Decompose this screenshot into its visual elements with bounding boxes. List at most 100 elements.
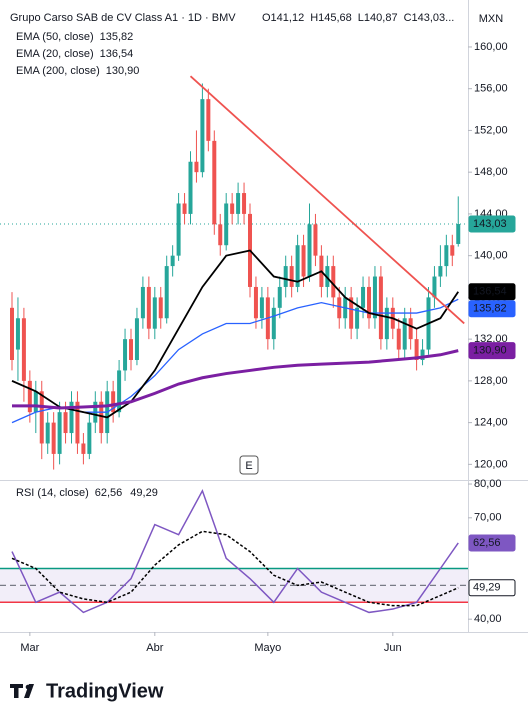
price-badge — [468, 215, 516, 233]
candle-body — [289, 266, 294, 287]
candle-body — [212, 140, 217, 225]
candle-body — [408, 318, 413, 340]
price-badge-label: 143,03 — [473, 218, 507, 230]
candle-body — [117, 370, 122, 413]
price-badge-label: 130,90 — [473, 345, 507, 357]
rsi-line — [11, 488, 459, 614]
y-tick-label: 132,00 — [474, 333, 508, 345]
candle-body — [158, 297, 163, 319]
logo — [10, 684, 34, 698]
candle-body — [283, 266, 288, 287]
candle-body — [27, 380, 32, 413]
legend-entry: EMA (50, close) — [16, 31, 94, 43]
legend-value: 130,90 — [106, 65, 140, 77]
rsi-y-tick-label: 80,00 — [474, 478, 502, 490]
candle-body — [313, 224, 318, 256]
chart-title: Grupo Carso SAB de CV Class A1 · 1D · BM… — [10, 12, 236, 24]
legend-value: 135,82 — [100, 31, 134, 43]
candle-body — [123, 339, 128, 371]
candle-body — [367, 286, 371, 319]
candle-body — [152, 297, 157, 329]
y-tick-label: 124,00 — [474, 417, 508, 429]
candle-body — [39, 391, 44, 444]
candle-body — [176, 203, 181, 256]
candle-body — [420, 349, 425, 360]
candle-body — [134, 318, 139, 360]
candle-body — [277, 286, 282, 308]
candle-body — [75, 401, 80, 444]
legend-entry: EMA (200, close) — [16, 65, 100, 77]
candle-body — [259, 297, 264, 319]
candle-body — [456, 224, 461, 244]
legend-value: 136,54 — [100, 48, 134, 60]
candle-body — [87, 422, 92, 454]
candle-body — [384, 307, 389, 340]
candle-body — [218, 224, 223, 246]
candle-body — [146, 286, 151, 329]
candle-body — [236, 193, 241, 214]
trendline — [189, 75, 465, 325]
candle-body — [57, 412, 62, 454]
price-badge — [468, 342, 516, 360]
brand: TradingView — [46, 680, 164, 702]
price-badge-label: 135,82 — [473, 303, 507, 315]
x-tick-label: Mar — [20, 642, 39, 654]
ema-line — [11, 249, 459, 419]
y-tick-label: 120,00 — [474, 458, 508, 470]
candle-body — [10, 307, 14, 360]
candle-body — [81, 443, 86, 454]
candle-body — [301, 245, 306, 277]
price-badge — [468, 534, 516, 552]
x-tick-label: Abr — [146, 642, 163, 654]
candle-body — [51, 422, 56, 454]
logo-dot — [25, 684, 31, 690]
y-tick-label: 140,00 — [474, 250, 508, 262]
price-badge — [468, 283, 516, 301]
y-tick-label: 148,00 — [474, 166, 508, 178]
candle-body — [224, 203, 229, 246]
candle-body — [111, 391, 116, 413]
candle-body — [438, 266, 443, 277]
candle-body — [355, 307, 360, 329]
currency: MXN — [479, 13, 504, 25]
legend-entry: EMA (20, close) — [16, 48, 94, 60]
ohlc-label: O141,12 — [262, 12, 304, 24]
y-tick-label: 128,00 — [474, 375, 508, 387]
candle-body — [331, 266, 336, 298]
candle-body — [402, 318, 407, 350]
candle-body — [164, 266, 169, 319]
candle-body — [188, 161, 193, 214]
event-marker[interactable]: E — [245, 460, 252, 472]
candle-body — [69, 401, 74, 434]
rsi-legend-value: 62,56 — [95, 487, 123, 499]
rsi-legend-value: 49,29 — [130, 487, 158, 499]
candle-body — [444, 245, 449, 267]
candle-body — [21, 318, 26, 381]
candle-body — [15, 318, 20, 350]
price-badge — [468, 300, 516, 318]
ohlc-label: C143,03... — [404, 12, 455, 24]
candle-body — [450, 245, 455, 256]
event-marker-box[interactable] — [239, 455, 259, 475]
candle-body — [194, 161, 199, 173]
rsi-title: RSI (14, close) — [16, 487, 89, 499]
y-tick-label: 160,00 — [474, 41, 508, 53]
rsi-y-tick-label: 40,00 — [474, 613, 502, 625]
candle-body — [295, 245, 300, 287]
candle-body — [396, 328, 401, 350]
candle-body — [230, 203, 235, 214]
ohlc-label: H145,68 — [310, 12, 352, 24]
price-badge-label: 62,56 — [473, 537, 501, 549]
price-badge-label: 49,29 — [473, 582, 501, 594]
x-tick-label: Jun — [384, 642, 402, 654]
rsi-line — [11, 530, 459, 607]
candle-body — [349, 297, 354, 329]
candle-body — [206, 99, 211, 141]
candle-body — [337, 297, 342, 319]
candle-body — [33, 391, 38, 413]
y-tick-label: 152,00 — [474, 124, 508, 136]
candle-body — [414, 339, 419, 360]
candle-body — [378, 276, 383, 340]
candle-body — [432, 276, 437, 298]
